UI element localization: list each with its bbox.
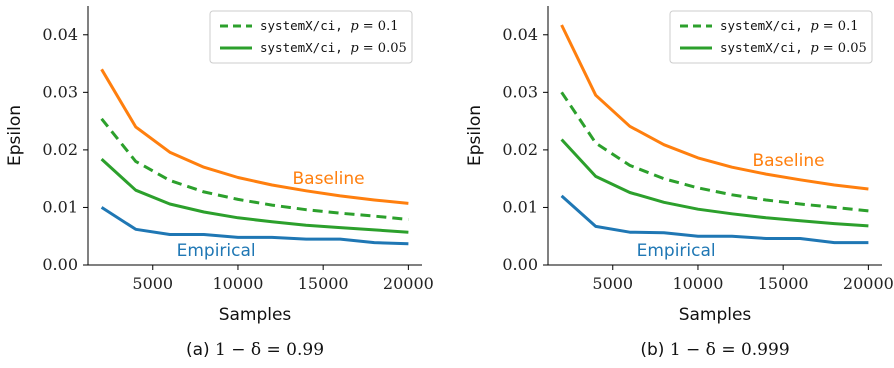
legend-frame bbox=[669, 10, 873, 64]
y-axis-title: Epsilon bbox=[465, 105, 485, 166]
y-tick-label: 0.01 bbox=[42, 197, 78, 216]
panel-caption: (b) 1 − δ = 0.999 bbox=[640, 340, 789, 360]
baseline-annotation: Baseline bbox=[752, 151, 824, 171]
chart-panel-a: 0.00 0.01 0.02 0.03 0.04 5000 10000 15000 20000 S… bbox=[5, 6, 434, 360]
x-tick-label: 20000 bbox=[383, 274, 434, 293]
legend-label: systemX/ci, p = 0.05 bbox=[260, 40, 407, 56]
legend: systemX/ci, p = 0.1 systemX/ci, p = 0.05 bbox=[209, 10, 413, 64]
series-line-systemx-ci-p-0-05 bbox=[100, 157, 409, 234]
legend-label: systemX/ci, p = 0.1 bbox=[720, 18, 858, 34]
x-tick-label: 10000 bbox=[673, 274, 724, 293]
legend-label: systemX/ci, p = 0.05 bbox=[720, 40, 867, 56]
empirical-annotation: Empirical bbox=[177, 241, 256, 261]
series-line-systemx-ci-p-0-1 bbox=[100, 117, 409, 221]
y-tick-label: 0.00 bbox=[42, 255, 78, 274]
y-axis-title: Epsilon bbox=[5, 105, 25, 166]
y-tick-label: 0.03 bbox=[502, 82, 538, 101]
x-tick-label: 15000 bbox=[298, 274, 349, 293]
x-tick-label: 20000 bbox=[843, 274, 894, 293]
x-axis-title: Samples bbox=[219, 305, 292, 325]
series-line-systemx-ci-p-0-05 bbox=[560, 138, 869, 228]
y-tick-label: 0.02 bbox=[42, 140, 78, 159]
x-tick-label: 10000 bbox=[213, 274, 264, 293]
y-tick-label: 0.03 bbox=[42, 82, 78, 101]
x-axis-title: Samples bbox=[679, 305, 752, 325]
legend-frame bbox=[209, 10, 413, 64]
x-tick-label: 5000 bbox=[592, 274, 633, 293]
y-tick-label: 0.04 bbox=[42, 25, 78, 44]
chart-panel-b: 0.00 0.01 0.02 0.03 0.04 5000 10000 15000 20000 S… bbox=[465, 6, 894, 360]
series-line-systemx-ci-p-0-1 bbox=[560, 91, 869, 213]
y-tick-label: 0.00 bbox=[502, 255, 538, 274]
legend: systemX/ci, p = 0.1 systemX/ci, p = 0.05 bbox=[669, 10, 873, 64]
series-line-empirical bbox=[100, 206, 409, 246]
panel-caption: (a) 1 − δ = 0.99 bbox=[186, 340, 324, 360]
x-tick-label: 15000 bbox=[758, 274, 809, 293]
x-tick-label: 5000 bbox=[132, 274, 173, 293]
y-tick-label: 0.02 bbox=[502, 140, 538, 159]
series-line-baseline bbox=[100, 68, 409, 205]
series-line-empirical bbox=[560, 194, 869, 245]
y-tick-label: 0.01 bbox=[502, 197, 538, 216]
y-tick-label: 0.04 bbox=[502, 25, 538, 44]
series-line-baseline bbox=[560, 24, 869, 191]
empirical-annotation: Empirical bbox=[637, 241, 716, 261]
legend-label: systemX/ci, p = 0.1 bbox=[260, 18, 398, 34]
baseline-annotation: Baseline bbox=[292, 169, 364, 189]
